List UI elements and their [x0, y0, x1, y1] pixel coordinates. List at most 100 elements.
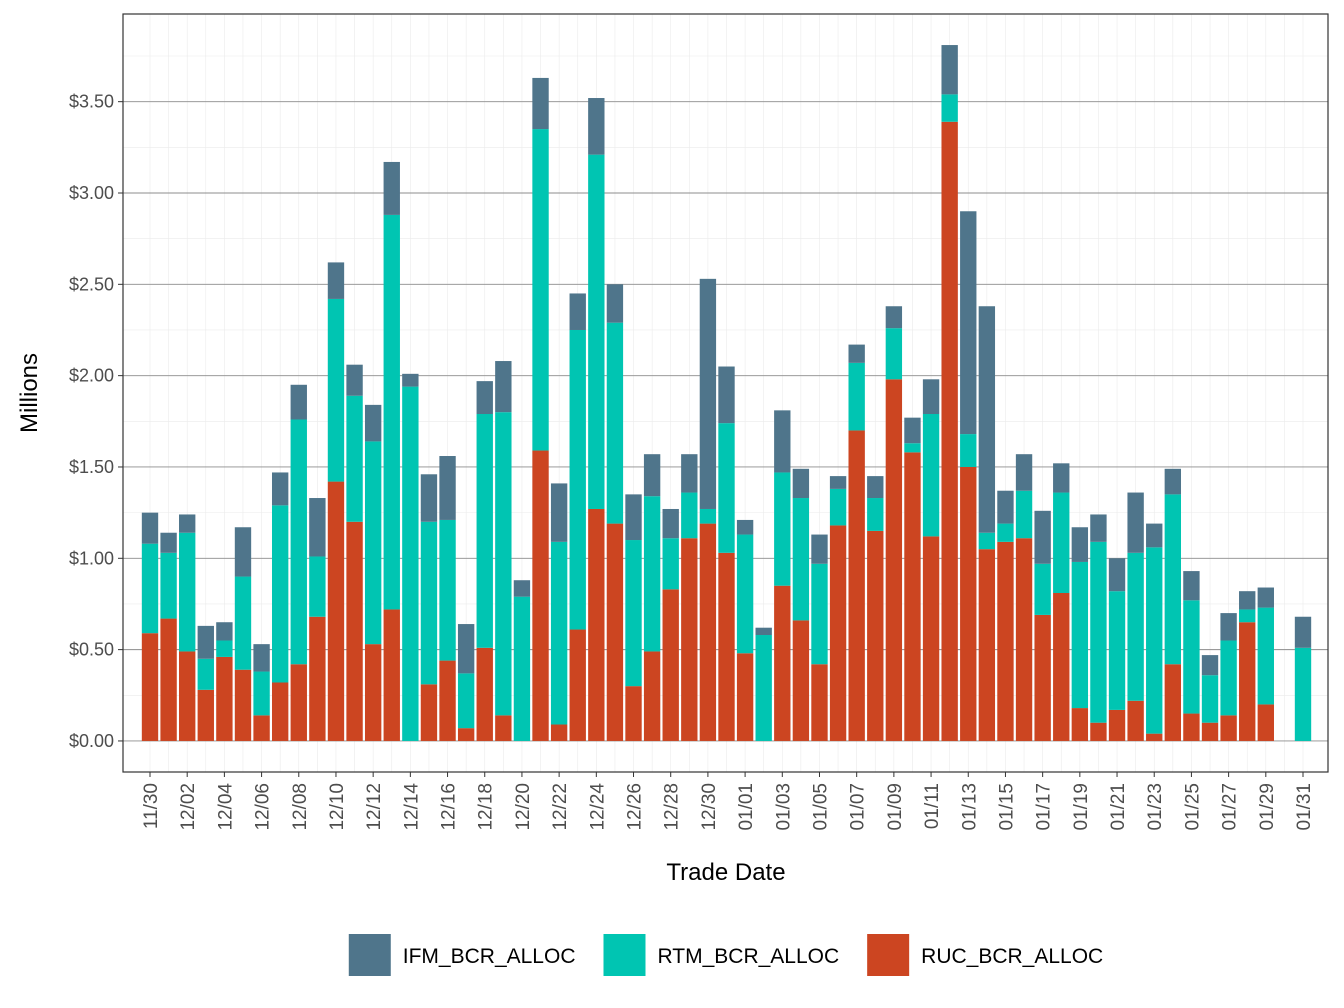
bar-ifm-bcr-alloc	[736, 519, 754, 535]
bar-ruc-bcr-alloc	[1257, 704, 1274, 741]
x-tick-label: 12/16	[439, 783, 460, 831]
bar-ifm-bcr-alloc	[1127, 492, 1144, 553]
bar-rtm-bcr-alloc	[476, 414, 493, 648]
x-axis: 11/30 12/02 12/04 12/06 12/08 12/10 12/12 12/14…	[141, 772, 1315, 831]
bar-ifm-bcr-alloc	[495, 361, 512, 413]
bar-rtm-bcr-alloc	[792, 498, 810, 621]
bar-ifm-bcr-alloc	[625, 494, 642, 541]
bar-ruc-bcr-alloc	[197, 689, 214, 741]
bar-ifm-bcr-alloc	[476, 381, 493, 415]
bar-ruc-bcr-alloc	[141, 633, 159, 741]
bar-ifm-bcr-alloc	[160, 532, 177, 553]
y-tick-label: $1.50	[69, 457, 114, 477]
bar-ruc-bcr-alloc	[253, 715, 270, 741]
bar-rtm-bcr-alloc	[718, 423, 735, 553]
bar-ruc-bcr-alloc	[718, 552, 735, 741]
bar-rtm-bcr-alloc	[532, 129, 549, 451]
bar-ruc-bcr-alloc	[960, 466, 977, 741]
bar-ifm-bcr-alloc	[1034, 510, 1051, 564]
bar-ruc-bcr-alloc	[476, 647, 493, 741]
bar-ifm-bcr-alloc	[978, 306, 996, 533]
bar-ruc-bcr-alloc	[309, 616, 326, 741]
bar-ifm-bcr-alloc	[420, 474, 438, 522]
bar-ruc-bcr-alloc	[811, 664, 828, 741]
x-tick-label: 01/09	[885, 783, 906, 831]
bar-ifm-bcr-alloc	[606, 284, 624, 323]
bar-ifm-bcr-alloc	[253, 644, 270, 672]
bar-ruc-bcr-alloc	[885, 379, 903, 741]
bar-ifm-bcr-alloc	[513, 580, 531, 597]
bar-rtm-bcr-alloc	[364, 441, 382, 645]
bar-ruc-bcr-alloc	[736, 653, 754, 741]
x-tick-label: 01/21	[1108, 783, 1129, 831]
x-tick-label: 01/11	[922, 783, 943, 829]
x-tick-label: 12/14	[401, 783, 422, 831]
bar-rtm-bcr-alloc	[978, 532, 996, 550]
bar-ifm-bcr-alloc	[829, 476, 847, 489]
bar-ruc-bcr-alloc	[271, 682, 289, 741]
bar-rtm-bcr-alloc	[699, 508, 717, 524]
bar-ifm-bcr-alloc	[885, 306, 903, 329]
x-tick-label: 12/10	[327, 783, 348, 831]
bar-rtm-bcr-alloc	[290, 419, 307, 665]
bar-ruc-bcr-alloc	[290, 664, 307, 741]
x-tick-label: 11/30	[141, 783, 162, 829]
bar-ifm-bcr-alloc	[1257, 587, 1274, 608]
bar-rtm-bcr-alloc	[1146, 547, 1163, 734]
legend-key-ruc-bcr-alloc	[867, 934, 910, 976]
bar-ifm-bcr-alloc	[327, 262, 345, 299]
bar-rtm-bcr-alloc	[625, 540, 642, 687]
x-tick-label: 12/30	[699, 783, 720, 831]
bar-ruc-bcr-alloc	[1183, 713, 1200, 741]
bar-ifm-bcr-alloc	[197, 625, 214, 659]
bar-rtm-bcr-alloc	[420, 521, 438, 685]
bar-ifm-bcr-alloc	[718, 366, 735, 424]
y-tick-label: $2.50	[69, 274, 114, 294]
x-tick-label: 01/13	[959, 783, 980, 831]
bar-ifm-bcr-alloc	[1146, 523, 1163, 548]
bar-ruc-bcr-alloc	[867, 530, 884, 741]
bar-ifm-bcr-alloc	[774, 410, 791, 473]
bar-ruc-bcr-alloc	[1053, 593, 1070, 741]
bar-ruc-bcr-alloc	[792, 620, 810, 741]
bar-ifm-bcr-alloc	[383, 161, 400, 215]
bar-rtm-bcr-alloc	[1294, 647, 1312, 741]
bar-ruc-bcr-alloc	[327, 481, 345, 741]
bar-ruc-bcr-alloc	[997, 541, 1014, 741]
bar-ifm-bcr-alloc	[457, 624, 475, 674]
bar-ifm-bcr-alloc	[439, 456, 456, 520]
bar-ruc-bcr-alloc	[457, 728, 475, 741]
bar-ruc-bcr-alloc	[1239, 622, 1256, 741]
bar-rtm-bcr-alloc	[941, 94, 958, 122]
bar-ifm-bcr-alloc	[941, 45, 958, 95]
x-tick-label: 12/22	[550, 783, 571, 831]
bar-rtm-bcr-alloc	[327, 298, 345, 482]
bar-rtm-bcr-alloc	[755, 635, 772, 741]
bar-ruc-bcr-alloc	[1164, 664, 1182, 741]
bar-rtm-bcr-alloc	[1071, 561, 1089, 709]
bar-ruc-bcr-alloc	[420, 684, 438, 741]
bar-rtm-bcr-alloc	[1239, 609, 1256, 623]
bar-ifm-bcr-alloc	[811, 534, 828, 564]
bar-ifm-bcr-alloc	[234, 527, 252, 577]
bar-ruc-bcr-alloc	[681, 538, 698, 741]
bar-rtm-bcr-alloc	[811, 563, 828, 665]
bar-ifm-bcr-alloc	[848, 344, 865, 363]
bar-ifm-bcr-alloc	[960, 211, 977, 435]
bar-rtm-bcr-alloc	[271, 505, 289, 683]
bar-rtm-bcr-alloc	[550, 541, 568, 725]
bar-ifm-bcr-alloc	[792, 468, 810, 499]
bars	[141, 45, 1312, 741]
y-tick-label: $3.50	[69, 92, 114, 112]
x-tick-label: 12/26	[625, 783, 646, 831]
bar-rtm-bcr-alloc	[904, 443, 921, 453]
x-tick-label: 01/19	[1071, 783, 1092, 831]
bar-rtm-bcr-alloc	[160, 552, 177, 619]
bar-ruc-bcr-alloc	[588, 508, 605, 741]
bar-ifm-bcr-alloc	[179, 514, 196, 533]
bar-ruc-bcr-alloc	[1108, 709, 1126, 741]
bar-ruc-bcr-alloc	[383, 609, 400, 741]
bar-ruc-bcr-alloc	[643, 651, 661, 741]
bar-ifm-bcr-alloc	[271, 472, 289, 506]
x-tick-label: 01/31	[1294, 783, 1315, 831]
